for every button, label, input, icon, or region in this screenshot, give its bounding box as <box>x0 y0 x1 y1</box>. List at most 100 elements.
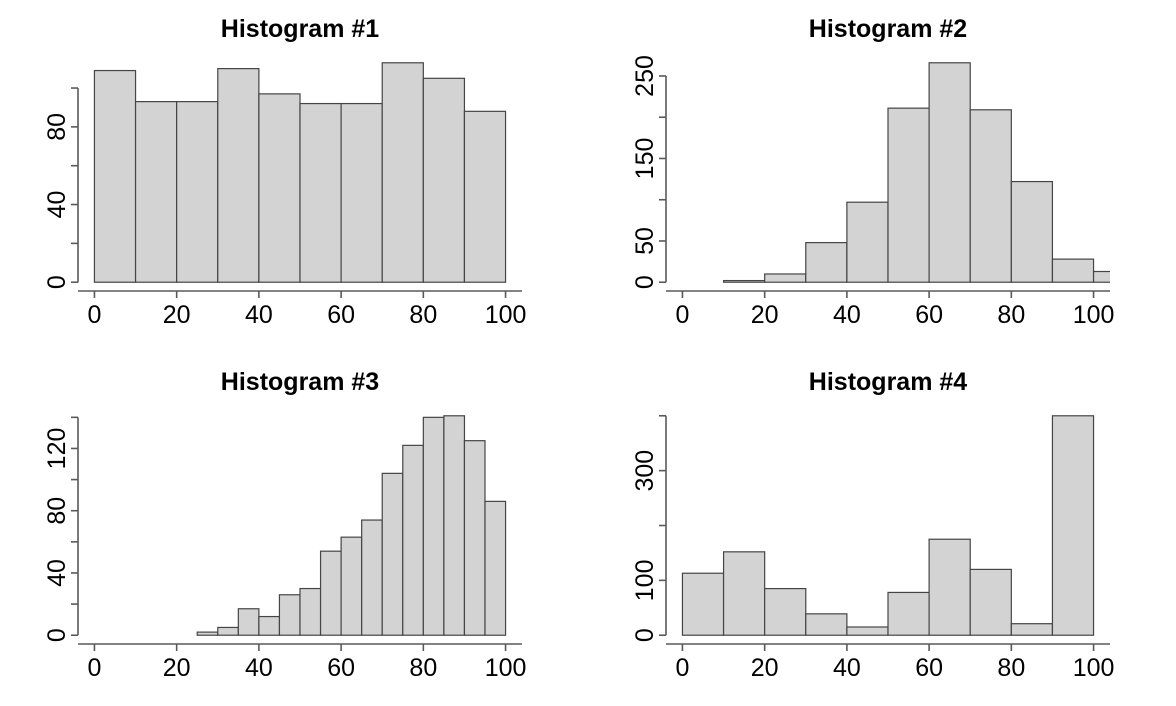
histogram-bar <box>319 550 342 636</box>
x-tick-label: 20 <box>163 654 191 682</box>
histogram-bar <box>722 279 766 283</box>
x-tick-label: 0 <box>87 654 101 682</box>
histogram-bar <box>258 93 301 283</box>
histogram-bar <box>681 572 725 636</box>
histogram-bar <box>176 101 219 283</box>
histogram-bar <box>381 62 424 283</box>
x-tick-label: 60 <box>915 654 943 682</box>
x-tick-label: 40 <box>245 654 273 682</box>
y-tick-label: 300 <box>631 450 659 492</box>
x-tick-label: 40 <box>833 301 861 329</box>
histogram-bar <box>361 519 383 636</box>
x-tick-label: 60 <box>327 301 355 329</box>
histogram-bar <box>278 594 301 636</box>
x-tick-label: 100 <box>485 654 527 682</box>
y-tick-label: 250 <box>631 55 659 97</box>
y-tick-label: 100 <box>631 560 659 602</box>
y-tick-label: 50 <box>631 227 659 255</box>
x-tick-label: 0 <box>675 301 689 329</box>
histogram-bar <box>805 242 848 283</box>
panel-title: Histogram #1 <box>221 15 379 43</box>
histogram-bar <box>484 500 507 636</box>
x-axis: 0 20 40 60 80 100 <box>78 643 527 682</box>
histogram-bar <box>217 67 260 283</box>
histogram-bar <box>969 568 1012 636</box>
histogram-bar <box>805 613 848 636</box>
histogram-bar <box>1051 415 1095 636</box>
x-tick-label: 100 <box>1073 654 1115 682</box>
histogram-bar <box>340 102 383 283</box>
histogram-bar <box>422 416 445 636</box>
x-axis: 0 20 40 60 80 100 <box>666 643 1115 682</box>
histogram-bar <box>969 109 1012 283</box>
panel-title: Histogram #2 <box>809 15 967 43</box>
histogram-bar <box>463 440 486 636</box>
histogram-bar <box>217 626 239 636</box>
panel-histogram-1: Histogram #1 0 20 40 60 80 100 0 40 80 <box>0 0 588 353</box>
histogram-bar <box>764 273 807 283</box>
y-tick-label: 0 <box>631 275 659 289</box>
y-tick-label: 150 <box>631 138 659 180</box>
y-axis: 0 50 150 250 <box>631 55 667 289</box>
histogram-bar <box>722 551 766 636</box>
x-tick-label: 60 <box>915 301 943 329</box>
y-tick-label: 80 <box>43 113 71 141</box>
y-tick-label: 0 <box>631 628 659 642</box>
x-tick-label: 100 <box>485 301 527 329</box>
histogram-bar <box>381 472 404 636</box>
histogram-bar <box>887 107 930 283</box>
x-tick-label: 40 <box>833 654 861 682</box>
histogram-bar <box>846 626 889 636</box>
y-axis: 0 40 80 120 <box>43 416 79 642</box>
y-axis: 0 40 80 <box>43 87 79 289</box>
x-axis: 0 20 40 60 80 100 <box>666 290 1115 329</box>
histogram-bar <box>237 608 260 636</box>
histogram-bar <box>928 62 971 283</box>
histogram-bar <box>258 615 281 636</box>
histogram-bar <box>463 110 507 283</box>
histogram-bar <box>93 69 137 283</box>
panel-title: Histogram #4 <box>809 368 967 396</box>
histogram-bar <box>443 415 466 636</box>
panel-histogram-4: Histogram #4 0 20 40 60 80 100 0 100 300 <box>588 353 1176 706</box>
y-tick-label: 40 <box>43 191 71 219</box>
histogram-bar <box>402 444 424 636</box>
histogram-bar <box>1092 270 1110 283</box>
x-tick-label: 20 <box>163 301 191 329</box>
histogram-bar <box>196 631 219 636</box>
histogram-bar <box>887 591 930 636</box>
histogram-bars <box>93 62 507 283</box>
x-tick-label: 100 <box>1073 301 1115 329</box>
histogram-bars <box>722 62 1110 283</box>
panel-title: Histogram #3 <box>221 368 379 396</box>
y-tick-label: 80 <box>43 497 71 525</box>
x-tick-label: 80 <box>409 301 437 329</box>
histogram-3-chart: Histogram #3 0 20 40 60 80 100 0 40 80 120 <box>43 368 527 682</box>
x-tick-label: 0 <box>87 301 101 329</box>
y-axis: 0 100 300 <box>631 414 667 642</box>
histogram-1-chart: Histogram #1 0 20 40 60 80 100 0 40 80 <box>43 15 527 329</box>
histogram-bar <box>846 201 889 283</box>
x-tick-label: 80 <box>409 654 437 682</box>
x-tick-label: 0 <box>675 654 689 682</box>
histogram-bar <box>299 102 342 283</box>
histogram-bar <box>1010 180 1054 283</box>
histogram-bar <box>340 536 363 636</box>
y-tick-label: 0 <box>43 275 71 289</box>
histogram-bar <box>134 101 178 283</box>
x-tick-label: 60 <box>327 654 355 682</box>
x-tick-label: 20 <box>751 301 779 329</box>
histogram-bar <box>299 587 322 636</box>
panel-histogram-2: Histogram #2 0 20 40 60 80 100 0 50 150 250 <box>588 0 1176 353</box>
histogram-bar <box>1051 258 1095 283</box>
x-tick-label: 40 <box>245 301 273 329</box>
histogram-bar <box>928 538 971 636</box>
x-tick-label: 80 <box>997 301 1025 329</box>
histogram-bars <box>196 415 507 636</box>
histogram-4-chart: Histogram #4 0 20 40 60 80 100 0 100 300 <box>631 368 1115 682</box>
y-tick-label: 120 <box>43 428 71 470</box>
y-tick-label: 0 <box>43 628 71 642</box>
histogram-2-chart: Histogram #2 0 20 40 60 80 100 0 50 150 250 <box>631 15 1115 329</box>
x-tick-label: 20 <box>751 654 779 682</box>
